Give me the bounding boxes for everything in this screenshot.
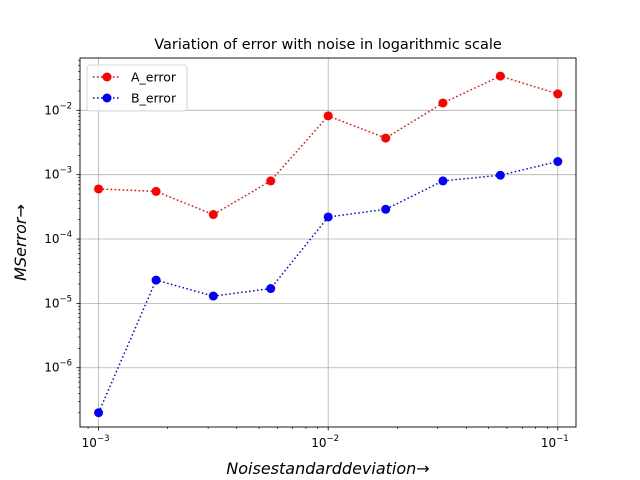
data-point-A_error <box>495 71 505 81</box>
chart-title: Variation of error with noise in logarit… <box>154 37 502 53</box>
data-point-B_error <box>323 212 333 222</box>
data-point-A_error <box>94 184 104 194</box>
legend-label-B_error: B_error <box>131 91 177 106</box>
tick-layer: 10−3 10−2 10−1 10−6 10−5 10−4 10−3 10−2 <box>44 59 569 450</box>
data-point-A_error <box>208 210 218 220</box>
x-axis-label: Noisestandarddeviation→ <box>226 459 429 478</box>
data-point-A_error <box>266 176 276 186</box>
legend-box <box>86 64 188 112</box>
legend-marker-A_error <box>102 72 112 82</box>
data-point-A_error <box>438 98 448 108</box>
y-tick-label: 10−6 <box>44 359 72 375</box>
data-point-B_error <box>438 176 448 186</box>
data-point-A_error <box>381 133 391 143</box>
y-tick-label: 10−2 <box>44 101 72 117</box>
data-point-B_error <box>94 408 104 418</box>
y-axis-label: MSerror→ <box>11 204 30 281</box>
x-tick-label: 10−2 <box>311 434 339 450</box>
data-point-B_error <box>381 204 391 214</box>
y-tick-label: 10−5 <box>44 294 72 310</box>
y-tick-label: 10−3 <box>44 166 72 182</box>
x-tick-label: 10−1 <box>541 434 569 450</box>
legend: A_error B_error <box>86 64 188 112</box>
data-point-A_error <box>151 186 161 196</box>
data-point-B_error <box>208 291 218 301</box>
data-point-A_error <box>553 89 563 99</box>
y-tick-label: 10−4 <box>44 230 72 246</box>
data-point-B_error <box>553 157 563 167</box>
legend-marker-B_error <box>102 93 112 103</box>
data-point-B_error <box>266 284 276 294</box>
series-layer <box>94 71 563 418</box>
data-point-B_error <box>151 275 161 285</box>
legend-label-A_error: A_error <box>131 70 177 85</box>
data-point-A_error <box>323 111 333 121</box>
data-point-B_error <box>495 170 505 180</box>
x-tick-label: 10−3 <box>82 434 110 450</box>
series-line-B_error <box>97 160 558 413</box>
